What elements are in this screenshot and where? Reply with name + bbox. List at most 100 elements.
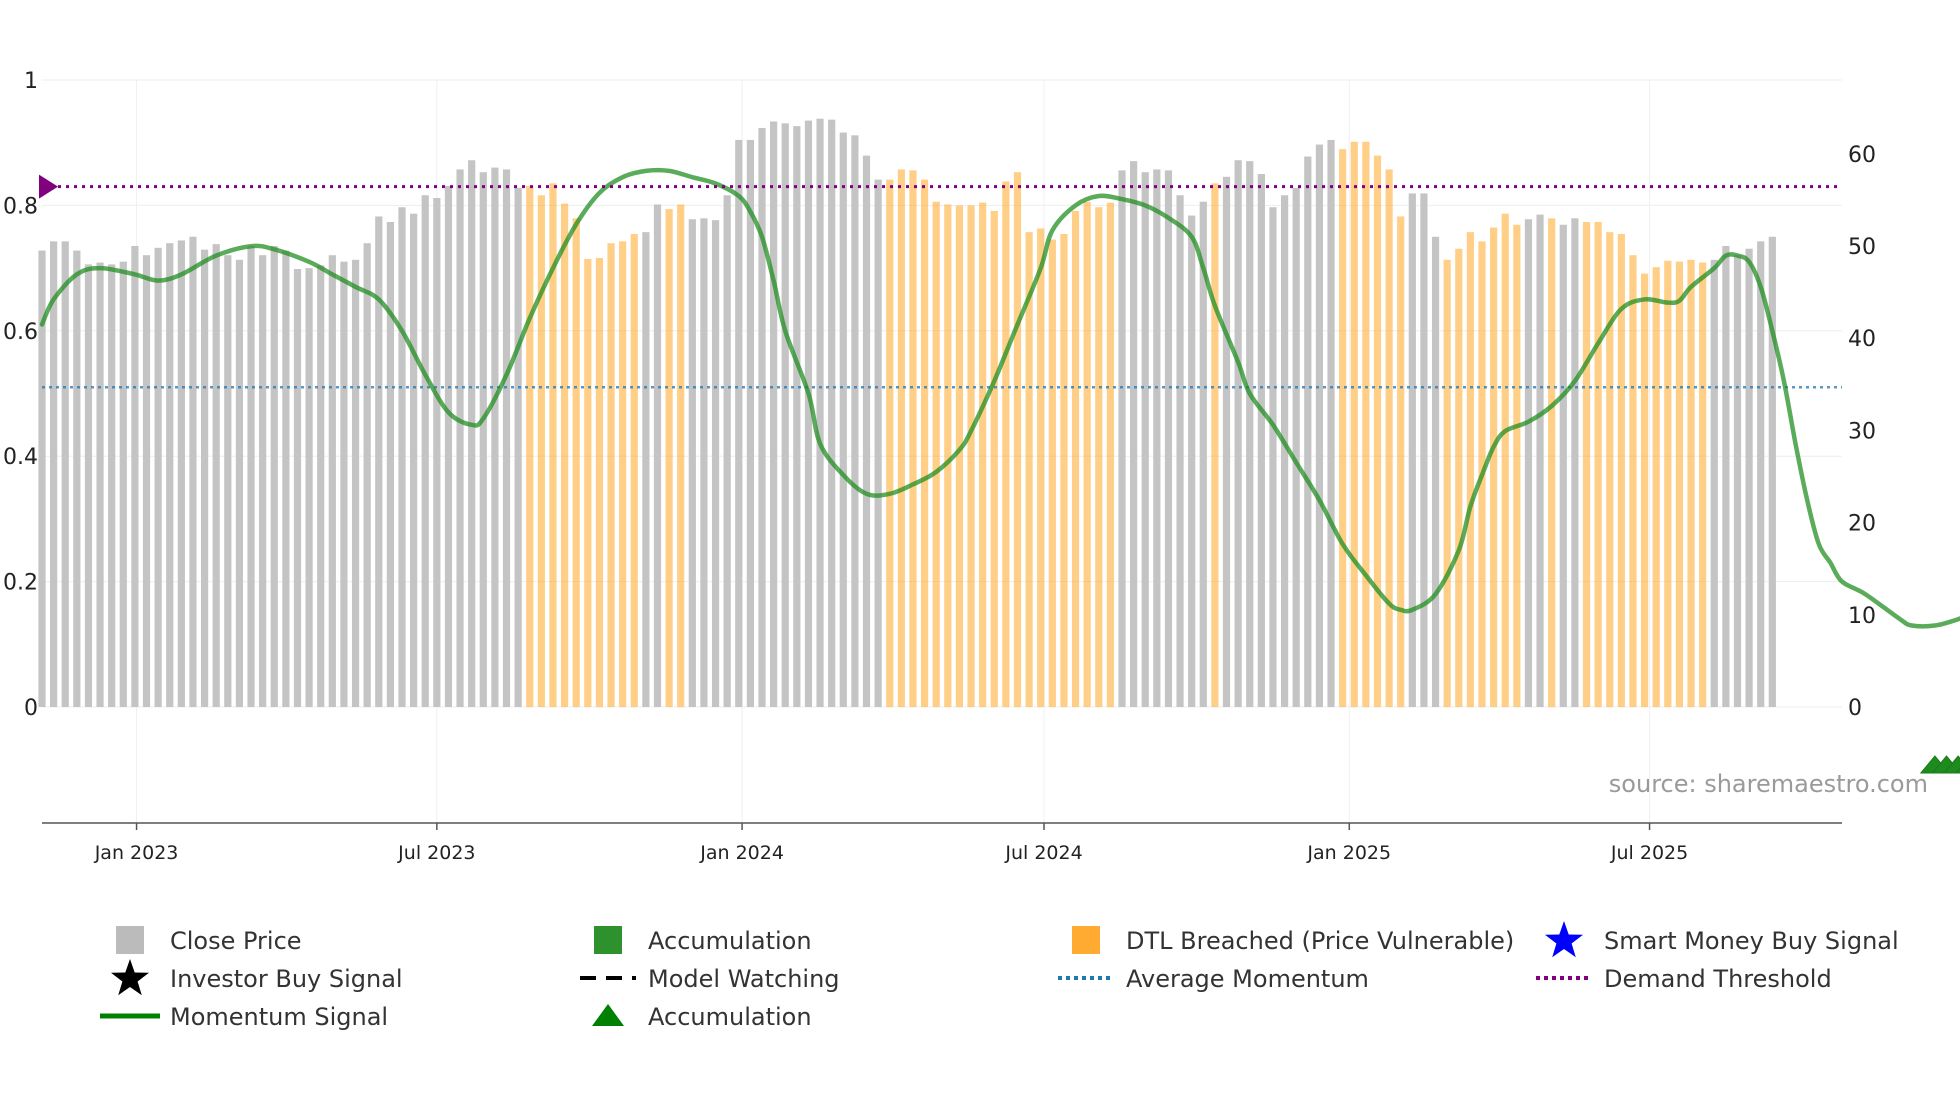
close-price-bar — [1757, 241, 1765, 707]
close-price-bar — [874, 179, 882, 708]
accumulation-triangle-marker — [1954, 767, 1960, 774]
close-price-bar — [224, 255, 232, 708]
legend-label: Accumulation — [648, 927, 812, 955]
close-price-bar — [1141, 172, 1149, 708]
y-left-tick-label: 0 — [24, 696, 38, 721]
legend-label: Average Momentum — [1126, 965, 1369, 993]
close-price-bar — [108, 264, 116, 707]
close-price-bar — [468, 160, 476, 707]
dtl-breached-bar — [1373, 155, 1382, 707]
demand-threshold-marker — [39, 174, 58, 199]
dtl-breached-bar — [1106, 202, 1114, 707]
close-price-bar — [804, 120, 813, 708]
markers-layer — [1919, 755, 1960, 774]
dtl-breached-bar — [1013, 172, 1022, 708]
dtl-breached-bar — [1443, 259, 1451, 707]
legend-label: Investor Buy Signal — [170, 965, 403, 993]
dtl-breached-bar — [607, 243, 615, 707]
close-price-bar — [479, 172, 487, 708]
close-price-bar — [456, 169, 464, 708]
close-price-bar — [851, 135, 859, 707]
legend-label: Close Price — [170, 927, 302, 955]
close-price-bar — [816, 118, 824, 708]
close-price-bar — [189, 236, 197, 707]
legend-swatch-square — [1072, 926, 1100, 954]
dtl-breached-bar — [897, 169, 905, 708]
dtl-breached-bar — [1490, 227, 1498, 707]
dtl-breached-bar — [990, 210, 998, 707]
close-price-bar — [1315, 144, 1324, 707]
x-tick-label: Jul 2024 — [1004, 842, 1082, 864]
y-left-tick-label: 0.2 — [3, 571, 38, 596]
x-tick-label: Jan 2023 — [94, 842, 179, 864]
close-price-bar — [514, 187, 522, 708]
dtl-breached-bar — [1350, 141, 1358, 707]
legend-label: Demand Threshold — [1604, 965, 1832, 993]
y-left-tick-label: 1 — [24, 69, 38, 94]
dtl-breached-bar — [1002, 181, 1010, 708]
close-price-bar — [862, 155, 871, 707]
close-price-bar — [1408, 193, 1416, 708]
close-price-bar — [1234, 160, 1242, 707]
close-price-bar — [839, 132, 847, 707]
dtl-breached-bar — [1071, 210, 1080, 707]
close-price-bar — [84, 264, 93, 707]
dtl-breached-bar — [1652, 267, 1660, 707]
close-price-bar — [1559, 224, 1567, 707]
dtl-breached-bar — [1385, 169, 1393, 708]
close-price-bar — [491, 167, 499, 707]
dtl-breached-bar — [967, 205, 975, 707]
y-right-tick-label: 20 — [1848, 512, 1876, 537]
close-price-bar — [1710, 259, 1718, 707]
close-price-bar — [1431, 236, 1440, 707]
close-price-bar — [1733, 255, 1742, 708]
dtl-breached-bar — [955, 205, 964, 707]
close-price-bar — [1327, 139, 1335, 707]
close-price-bar — [793, 126, 801, 707]
y-left-tick-label: 0.4 — [3, 445, 38, 470]
lines-layer — [39, 167, 1960, 629]
dtl-breached-bar — [1397, 216, 1405, 707]
dtl-breached-bar — [886, 179, 894, 708]
close-price-bar — [1188, 215, 1196, 707]
close-price-bar — [781, 123, 789, 707]
dtl-breached-bar — [1582, 221, 1591, 707]
dtl-breached-bar — [584, 258, 592, 707]
close-price-bar — [177, 240, 185, 707]
dtl-breached-bar — [1699, 262, 1707, 707]
legend: Close Price Accumulation DTL Breached (Pri… — [100, 921, 1899, 1031]
close-price-bar — [154, 247, 162, 708]
dtl-breached-bar — [619, 241, 627, 707]
close-price-bar — [642, 232, 650, 707]
close-price-bar — [235, 259, 244, 707]
close-price-bar — [398, 207, 406, 707]
y-right-tick-label: 10 — [1848, 604, 1876, 629]
dtl-breached-bar — [920, 179, 929, 708]
x-tick-label: Jan 2025 — [1306, 842, 1391, 864]
close-price-bar — [735, 139, 743, 707]
dtl-breached-bar — [1048, 239, 1056, 707]
close-price-bar — [711, 220, 720, 707]
dtl-breached-bar — [1513, 224, 1521, 707]
dtl-breached-bar — [560, 203, 569, 707]
close-price-bar — [1176, 195, 1184, 707]
close-price-bar — [50, 241, 58, 707]
dtl-breached-bar — [1501, 213, 1509, 707]
close-price-bar — [351, 259, 360, 707]
dtl-breached-bar — [677, 204, 685, 707]
close-price-bar — [119, 261, 127, 707]
close-price-bar — [305, 268, 313, 707]
y-right-tick-label: 50 — [1848, 235, 1876, 260]
close-price-bar — [386, 221, 394, 707]
dtl-breached-bar — [944, 204, 952, 707]
y-right-tick-label: 0 — [1848, 696, 1862, 721]
dtl-breached-bar — [909, 170, 917, 708]
dtl-breached-bar — [1548, 218, 1556, 707]
close-price-bar — [723, 195, 731, 707]
x-tick-label: Jul 2023 — [397, 842, 475, 864]
axes-layer: Jan 2023 Jul 2023 Jan 2024 Jul 2024 Jan 2025… — [3, 69, 1876, 864]
dtl-breached-bar — [1060, 233, 1068, 707]
close-price-bar — [1722, 245, 1730, 707]
close-price-bar — [1280, 195, 1289, 707]
